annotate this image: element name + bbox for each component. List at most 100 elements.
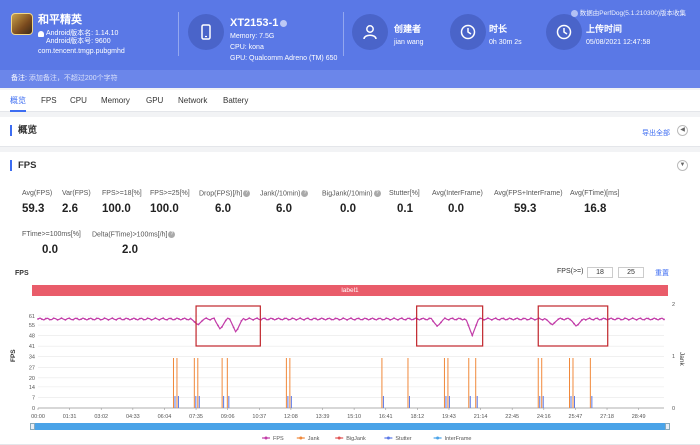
fps-point [150, 318, 153, 321]
highlight-box [537, 305, 609, 347]
fps-point [68, 317, 71, 320]
fps-point [369, 318, 372, 320]
tab-overview[interactable]: 概览 [10, 90, 26, 112]
fps-point [37, 318, 39, 320]
fps-point [616, 317, 618, 320]
fps-point [545, 318, 548, 321]
info-icon[interactable] [280, 19, 288, 27]
y-tick-label: 0 [32, 406, 35, 412]
fps-point [440, 321, 442, 324]
fps-point [592, 318, 595, 321]
help-icon[interactable]: ? [243, 190, 251, 197]
stat-avg-fps: Avg(FPS) 59.3 [22, 190, 53, 215]
fps-series-points [37, 317, 665, 337]
stat-fps-18: FPS>=18[%] 100.0 [102, 190, 142, 215]
scroll-handle-left[interactable] [30, 423, 35, 430]
fps-point [451, 317, 454, 320]
fps-point [48, 318, 51, 321]
fps-point [479, 317, 482, 320]
fps-point [334, 317, 337, 320]
export-all-link[interactable]: 导出全部 [642, 130, 670, 137]
fps-point [201, 319, 204, 322]
tab-gpu[interactable]: GPU [146, 96, 164, 105]
fps-point [350, 317, 352, 320]
overview-panel: 概览 导出全部 ◀ [0, 117, 700, 147]
fps-point [224, 319, 227, 322]
collapse-down-icon[interactable]: ▼ [677, 160, 688, 171]
legend-label: InterFrame [445, 436, 472, 442]
fps-point [56, 318, 59, 321]
y-tick-label: 61 [29, 314, 35, 320]
y2-tick-label: 2 [672, 302, 675, 308]
remark-bar[interactable]: 备注: 添加备注，不超过200个字符 [0, 70, 700, 88]
header-divider [178, 12, 179, 56]
fps-point [471, 334, 474, 337]
fps-point [530, 317, 532, 320]
highlight-boxes [195, 305, 609, 347]
x-tick-label: 18:12 [410, 414, 424, 420]
x-tick-label: 12:08 [284, 414, 298, 420]
fps-point [444, 317, 446, 320]
label-bar[interactable]: label1 [32, 285, 668, 296]
stat-avg-ftime: Avg(FTime)[ms] 16.8 [570, 190, 620, 215]
legend-marker [337, 436, 341, 440]
fps-point [134, 318, 137, 321]
tab-cpu[interactable]: CPU [70, 96, 87, 105]
y2-tick-label: 1 [672, 354, 675, 360]
fps-point [107, 319, 110, 321]
fps-threshold-input-2[interactable]: 25 [618, 267, 644, 278]
device-cpu: CPU: kona [230, 44, 264, 51]
upload-label: 上传时间 [586, 24, 623, 34]
fps-point [584, 319, 587, 321]
fps-point [577, 323, 579, 326]
fps-chart[interactable]: 0 7 14 20 27 34 41 48 55 61 0 1 2 00:00 01:31 03:02 04… [0, 296, 700, 422]
x-axis: 00:00 01:31 03:02 04:33 06:04 07:35 09:06 10:37… [31, 407, 664, 420]
fps-point [635, 318, 638, 321]
chart-zoom-scrollbar[interactable] [30, 423, 670, 430]
fps-point [174, 318, 176, 321]
fps-point [428, 317, 431, 320]
fps-point [103, 317, 106, 320]
fps-point [663, 318, 665, 321]
tab-battery[interactable]: Battery [223, 96, 249, 105]
fps-point [322, 318, 325, 320]
x-tick-label: 04:33 [126, 414, 140, 420]
device-gpu: GPU: Qualcomm Adreno (TM) 650 [230, 55, 338, 62]
fps-point [52, 317, 55, 320]
x-tick-label: 19:43 [442, 414, 456, 420]
highlight-box [195, 305, 261, 347]
x-tick-label: 15:10 [347, 414, 361, 420]
y-tick-label: 55 [29, 323, 35, 329]
tab-fps[interactable]: FPS [41, 96, 57, 105]
fps-point [565, 317, 568, 320]
tab-network[interactable]: Network [178, 96, 208, 105]
legend-marker [436, 436, 440, 440]
x-tick-label: 09:06 [221, 414, 235, 420]
fps-point [522, 317, 525, 320]
fps-point [162, 317, 165, 320]
fps-point [146, 317, 149, 320]
help-icon[interactable]: ? [373, 190, 381, 197]
fps-point [400, 317, 403, 320]
fps-point [389, 318, 392, 321]
fps-point [420, 317, 423, 320]
y-tick-label: 27 [29, 365, 35, 371]
fps-point [248, 317, 251, 320]
stat-jank: Jank(/10min)? 6.0 [260, 190, 309, 215]
fps-point [506, 318, 509, 321]
chart-grid [38, 315, 664, 409]
help-icon[interactable]: ? [301, 190, 309, 197]
report-header: 和平精英 Android版本名: 1.14.10 Android版本号: 960… [0, 0, 700, 70]
fps-point [483, 318, 485, 321]
help-icon[interactable]: ? [168, 231, 176, 238]
android-version-code: Android版本号: 9600 [46, 38, 111, 45]
tab-memory[interactable]: Memory [101, 96, 130, 105]
fps-point [357, 317, 360, 320]
remark-input[interactable]: 添加备注，不超过200个字符 [28, 75, 118, 82]
collapse-left-icon[interactable]: ◀ [677, 125, 688, 136]
data-source-note: 数据由PerfDog(5.1.210300)版本收集 [569, 7, 686, 17]
reset-link[interactable]: 重置 [655, 270, 669, 277]
scroll-handle-right[interactable] [665, 423, 670, 430]
fps-point [72, 318, 75, 321]
fps-threshold-input-1[interactable]: 18 [587, 267, 613, 278]
